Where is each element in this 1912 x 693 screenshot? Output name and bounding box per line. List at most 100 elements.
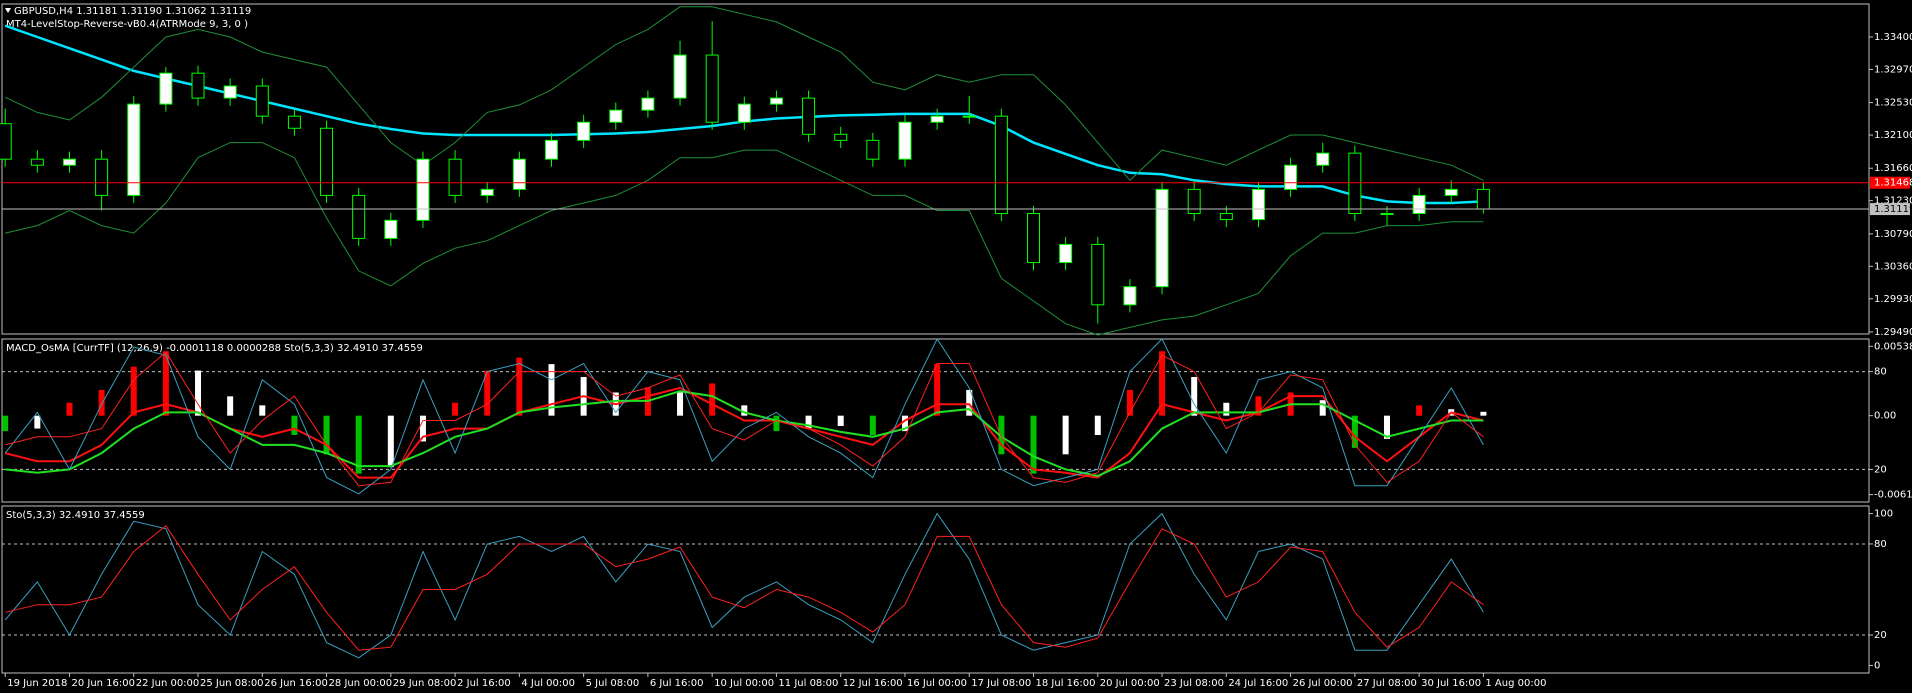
histogram-bar	[1319, 400, 1326, 416]
y-tick-label: 0.00	[1874, 411, 1896, 422]
histogram-bar	[1094, 415, 1101, 435]
candle-body	[673, 54, 687, 99]
x-tick-label: 28 Jun 00:00	[329, 678, 393, 689]
candle-body	[705, 54, 719, 123]
candle-body	[1187, 188, 1201, 215]
x-tick-label: 27 Jul 08:00	[1357, 678, 1417, 689]
candle-body	[1380, 213, 1394, 216]
histogram-bar	[162, 351, 169, 416]
x-tick-label: 30 Jul 16:00	[1421, 678, 1481, 689]
price-label-box	[1870, 203, 1910, 216]
candle-body	[962, 115, 976, 118]
indicator-title: MT4-LevelStop-Reverse-vB0.4(ATRMode 9, 3…	[6, 19, 248, 30]
stochastic-title: Sto(5,3,3) 32.4910 37.4559	[6, 510, 145, 521]
smoothed-line	[5, 390, 1484, 477]
x-tick-label: 26 Jun 16:00	[264, 678, 328, 689]
candle-body	[320, 127, 334, 196]
histogram-bar	[1030, 415, 1037, 474]
candle-body	[191, 72, 205, 99]
histogram-bar	[998, 415, 1005, 455]
histogram-bar	[1126, 389, 1133, 416]
y-tick-label: 0	[1874, 660, 1880, 671]
histogram-bar	[805, 415, 812, 429]
histogram-bar	[516, 357, 523, 416]
candle-body	[769, 97, 783, 105]
x-tick-label: 24 Jul 16:00	[1228, 678, 1288, 689]
macd-panel	[1, 338, 1870, 503]
x-tick-label: 4 Jul 00:00	[521, 678, 575, 689]
candle-body	[1412, 194, 1426, 215]
candle-body	[1316, 152, 1330, 166]
x-tick-label: 20 Jun 16:00	[71, 678, 135, 689]
histogram-bar	[355, 415, 362, 474]
histogram-bar	[66, 402, 73, 416]
y-tick-label: 80	[1874, 539, 1887, 550]
y-tick-label: -0.006130	[1874, 490, 1912, 501]
collapse-icon[interactable]	[5, 8, 11, 13]
x-tick-label: 22 Jun 00:00	[136, 678, 200, 689]
candle-body	[544, 139, 558, 160]
stochastic-line	[5, 524, 1484, 651]
candle-body	[384, 219, 398, 239]
x-tick-label: 10 Jul 00:00	[714, 678, 774, 689]
candle-body	[62, 158, 76, 166]
price-label: 1.31119	[1874, 204, 1912, 215]
candle-body	[1027, 213, 1041, 264]
y-tick-label: 1.30790	[1874, 229, 1912, 240]
candle-body	[416, 158, 430, 221]
candle-body	[480, 188, 494, 196]
price-label-box	[1870, 176, 1910, 189]
symbol-title: GBPUSD,H4 1.31181 1.31190 1.31062 1.3111…	[14, 6, 251, 17]
candle-body	[1219, 213, 1233, 221]
candle-body	[866, 139, 880, 160]
histogram-bar	[837, 415, 844, 426]
histogram-bar	[419, 415, 426, 442]
candle-body	[30, 158, 44, 166]
candle-body	[1348, 152, 1362, 215]
y-tick-label: 1.32970	[1874, 64, 1912, 75]
histogram-bar	[934, 364, 941, 416]
histogram-bar	[1159, 351, 1166, 416]
histogram-bar	[966, 389, 973, 416]
y-tick-label: 1.29930	[1874, 294, 1912, 305]
candle-body	[577, 121, 591, 141]
candle-body	[1091, 243, 1105, 306]
macd-title: MACD_OsMA [CurrTF] (12,26,9) -0.0001118 …	[6, 343, 423, 354]
y-tick-label: 1.32530	[1874, 98, 1912, 109]
candle-body	[127, 103, 141, 196]
candle-body	[1444, 188, 1458, 196]
candle-body	[1251, 188, 1265, 221]
candle-body	[1059, 243, 1073, 264]
x-tick-label: 12 Jul 16:00	[843, 678, 903, 689]
price-label: 1.31468	[1874, 178, 1912, 189]
histogram-bar	[34, 415, 41, 429]
y-tick-label: 20	[1874, 630, 1887, 641]
histogram-bar	[1351, 415, 1358, 448]
candle-body	[802, 97, 816, 135]
histogram-bar	[2, 415, 9, 432]
candle-body	[641, 97, 655, 111]
x-tick-label: 18 Jul 16:00	[1036, 678, 1096, 689]
x-tick-label: 1 Aug 00:00	[1485, 678, 1546, 689]
x-tick-label: 20 Jul 00:00	[1100, 678, 1160, 689]
candle-body	[1123, 286, 1137, 306]
price-panel	[1, 3, 1870, 335]
x-tick-label: 17 Jul 08:00	[971, 678, 1031, 689]
candle-body	[352, 194, 366, 239]
histogram-bar	[259, 405, 266, 416]
histogram-bar	[548, 364, 555, 416]
candle-body	[1476, 188, 1490, 210]
candle-body	[1155, 188, 1169, 288]
stochastic-line	[4, 337, 1484, 495]
x-tick-label: 29 Jun 08:00	[393, 678, 457, 689]
y-tick-label: 0.005383	[1874, 341, 1912, 352]
histogram-bar	[98, 389, 105, 416]
y-tick-label: 1.29490	[1874, 327, 1912, 338]
x-tick-label: 23 Jul 08:00	[1164, 678, 1224, 689]
histogram-bar	[1062, 415, 1069, 455]
histogram-bar	[291, 415, 298, 435]
histogram-bar	[1223, 402, 1230, 416]
histogram-bar	[741, 405, 748, 416]
y-tick-label: 1.30360	[1874, 261, 1912, 272]
histogram-bar	[1416, 405, 1423, 416]
